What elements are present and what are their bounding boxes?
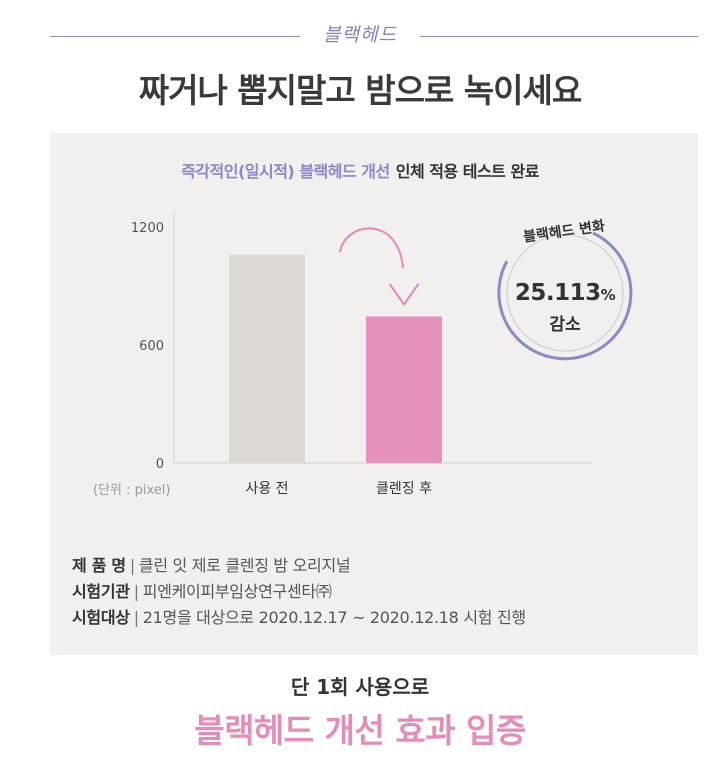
y-tick-label: 1200	[131, 221, 164, 236]
change-badge-ring	[497, 231, 633, 361]
subtitle-rest: 인체 적용 테스트 완료	[395, 162, 540, 181]
subtitle-accent: 즉각적인(일시적) 블랙헤드 개선	[181, 162, 390, 181]
badge-change: 감소	[549, 315, 581, 335]
footer-headline: 블랙헤드 개선 효과 입증	[194, 711, 526, 750]
curved-arrow	[339, 227, 404, 269]
info-row-lab: 시험기관 | 피엔케이피부임상연구센타㈜	[72, 578, 332, 602]
info-value: 21명을 대상으로 2020.12.17 ~ 2020.12.18 시험 진행	[142, 608, 526, 627]
chart-subtitle: 즉각적인(일시적) 블랙헤드 개선 인체 적용 테스트 완료	[0, 158, 720, 182]
info-separator: |	[133, 582, 139, 601]
info-key: 시험대상	[72, 608, 130, 627]
info-key: 제 품 명	[72, 556, 126, 575]
badge-outer-arc	[497, 231, 633, 361]
header-divider-right	[420, 36, 698, 37]
unit-label: (단위 : pixel)	[93, 483, 171, 498]
info-value: 클린 잇 제로 클렌징 밤 오리지널	[138, 556, 351, 575]
info-value: 피엔케이피부임상연구센타㈜	[142, 582, 332, 601]
header-divider-left	[50, 36, 300, 37]
footer-line1: 단 1회 사용으로	[290, 675, 430, 699]
page-title: 짜거나 뽑지말고 밤으로 녹이세요	[138, 71, 583, 110]
info-separator: |	[133, 608, 139, 627]
arrow-head	[389, 283, 419, 306]
x-tick-label: 사용 전	[245, 481, 288, 497]
info-row-product: 제 품 명 | 클린 잇 제로 클렌징 밤 오리지널	[72, 552, 351, 576]
info-row-subjects: 시험대상 | 21명을 대상으로 2020.12.17 ~ 2020.12.18 시…	[72, 604, 526, 628]
y-tick-label: 0	[156, 457, 164, 472]
bar	[366, 316, 442, 463]
info-key: 시험기관	[72, 582, 130, 601]
header-tag: 블랙헤드	[323, 24, 397, 46]
badge-inner-circle	[506, 234, 624, 352]
bar	[229, 254, 305, 463]
x-tick-label: 클렌징 후	[376, 481, 432, 497]
badge-number: 25.113	[514, 280, 601, 306]
info-separator: |	[129, 556, 135, 575]
y-tick-label: 600	[139, 339, 164, 354]
badge-value: 25.113%	[490, 280, 640, 306]
badge-percent-sign: %	[600, 286, 616, 304]
